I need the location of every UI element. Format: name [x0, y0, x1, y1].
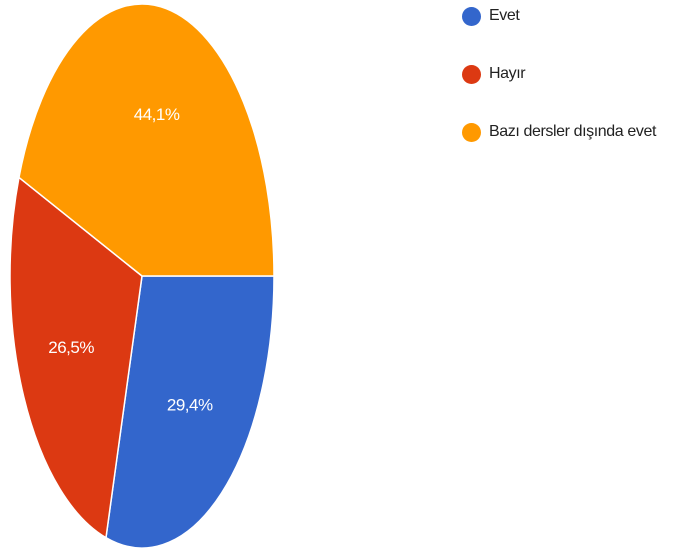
pie-slice-0[interactable]	[105, 275, 275, 549]
pie-slice-2[interactable]	[18, 3, 275, 277]
slice-label-2: 44,1%	[134, 105, 180, 124]
pie-chart: 29,4% 26,5% 44,1%	[9, 3, 275, 549]
legend-label-hayir: Hayır	[489, 65, 526, 82]
legend-label-evet: Evet	[489, 7, 520, 24]
legend-label-bazi-dersler: Bazı dersler dışında evet	[489, 123, 656, 140]
legend-item-hayir[interactable]: Hayır	[462, 62, 656, 86]
legend-item-evet[interactable]: Evet	[462, 4, 656, 28]
pie-slice-1[interactable]	[9, 176, 143, 539]
legend-swatch-bazi-dersler	[462, 122, 481, 142]
legend-item-bazi-dersler[interactable]: Bazı dersler dışında evet	[462, 120, 656, 144]
legend: Evet Hayır Bazı dersler dışında evet	[462, 4, 656, 178]
legend-swatch-hayir	[462, 64, 481, 84]
slice-label-1: 26,5%	[48, 338, 94, 357]
slice-label-0: 29,4%	[167, 396, 213, 415]
legend-swatch-evet	[462, 6, 481, 26]
